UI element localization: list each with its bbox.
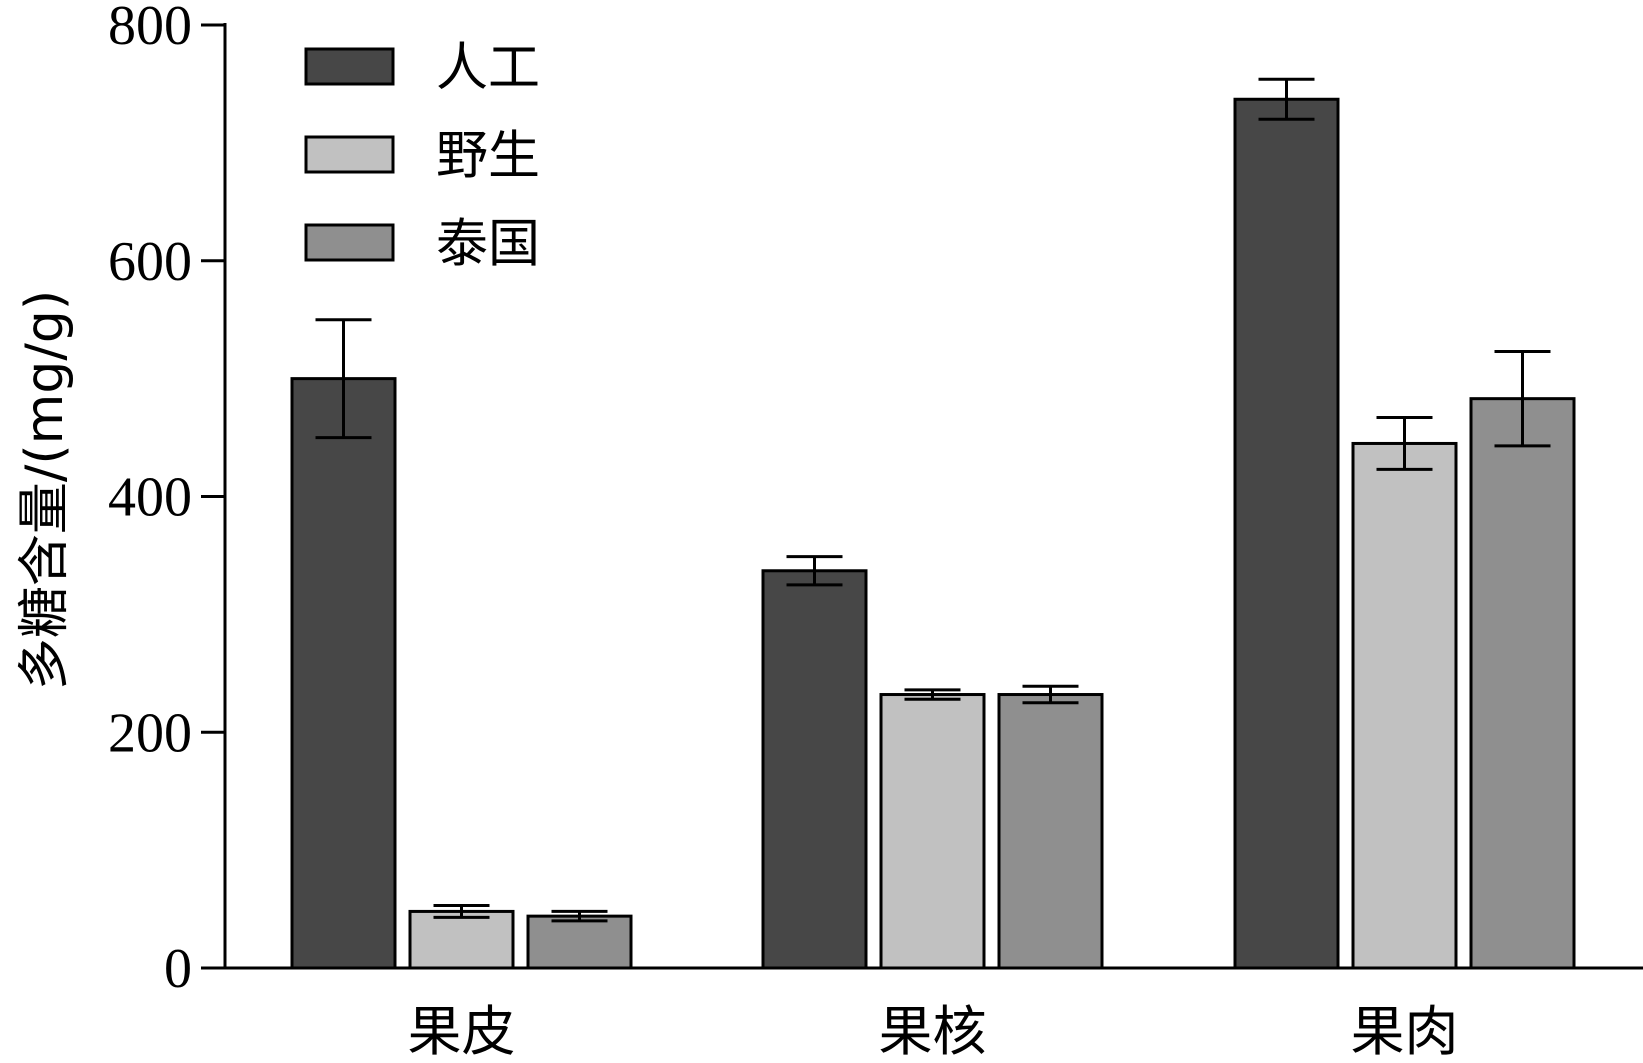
bar	[290, 377, 397, 970]
legend-label: 野生	[436, 127, 540, 187]
y-tick-label: 200	[108, 702, 192, 764]
bar	[1351, 441, 1458, 970]
bar	[879, 693, 986, 970]
bar	[1469, 397, 1576, 970]
legend-label: 泰国	[436, 215, 540, 275]
legend-swatch	[304, 47, 395, 86]
legend-label: 人工	[436, 39, 540, 99]
y-tick-label: 400	[108, 467, 192, 529]
bar	[761, 569, 868, 970]
x-tick-label: 果肉	[1351, 1000, 1459, 1063]
bar	[1233, 97, 1340, 970]
bars-layer	[290, 77, 1576, 970]
legend-swatch	[304, 135, 395, 174]
y-axis-title-group: 多糖含量/(mg/g)	[15, 290, 75, 690]
bar	[997, 693, 1104, 970]
axes-layer: 果皮 果核 果肉 0 200 400 600 800	[108, 0, 1643, 1063]
y-tick-label: 0	[164, 938, 192, 1000]
y-axis-title: 多糖含量/(mg/g)	[15, 290, 75, 690]
y-tick-label: 800	[108, 0, 192, 57]
bar	[408, 909, 515, 970]
y-tick-label: 600	[108, 231, 192, 293]
x-tick-label: 果核	[879, 1000, 987, 1063]
bar	[526, 914, 633, 970]
legend-swatch	[304, 223, 395, 262]
x-tick-label: 果皮	[408, 1000, 516, 1063]
